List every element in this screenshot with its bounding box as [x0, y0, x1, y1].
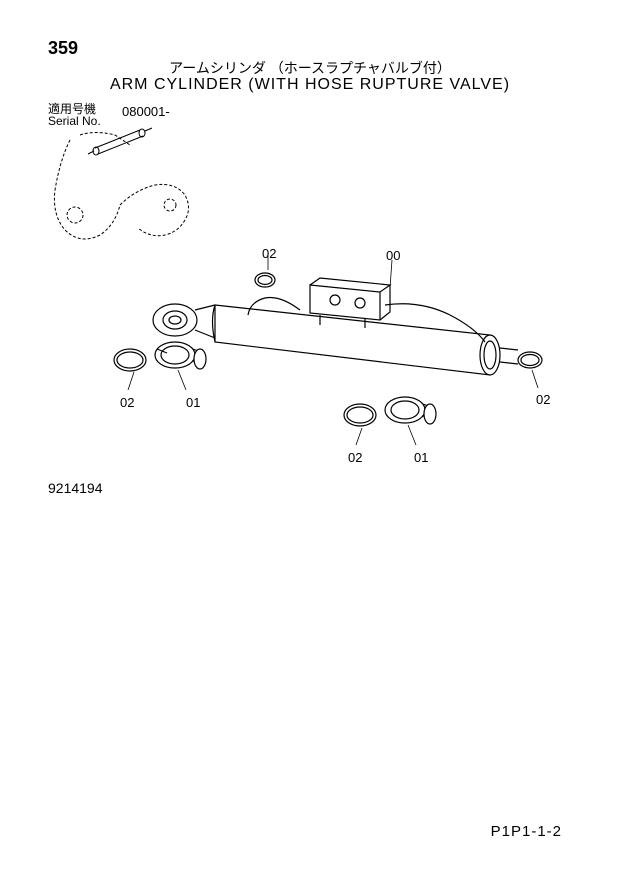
callout-02: 02 [120, 395, 134, 410]
title-english: ARM CYLINDER (WITH HOSE RUPTURE VALVE) [0, 76, 620, 94]
footer-code: P1P1-1-2 [491, 823, 562, 840]
technical-diagram [0, 120, 620, 540]
callout-00: 00 [386, 248, 400, 263]
callout-02: 02 [536, 392, 550, 407]
callout-02: 02 [262, 246, 276, 261]
page-number: 359 [48, 38, 78, 59]
callout-02: 02 [348, 450, 362, 465]
title-japanese: アームシリンダ （ホースラプチャバルブ付） [0, 58, 620, 78]
reference-number: 9214194 [48, 480, 103, 496]
callout-01: 01 [414, 450, 428, 465]
callout-01: 01 [186, 395, 200, 410]
serial-number: 080001- [122, 104, 170, 119]
